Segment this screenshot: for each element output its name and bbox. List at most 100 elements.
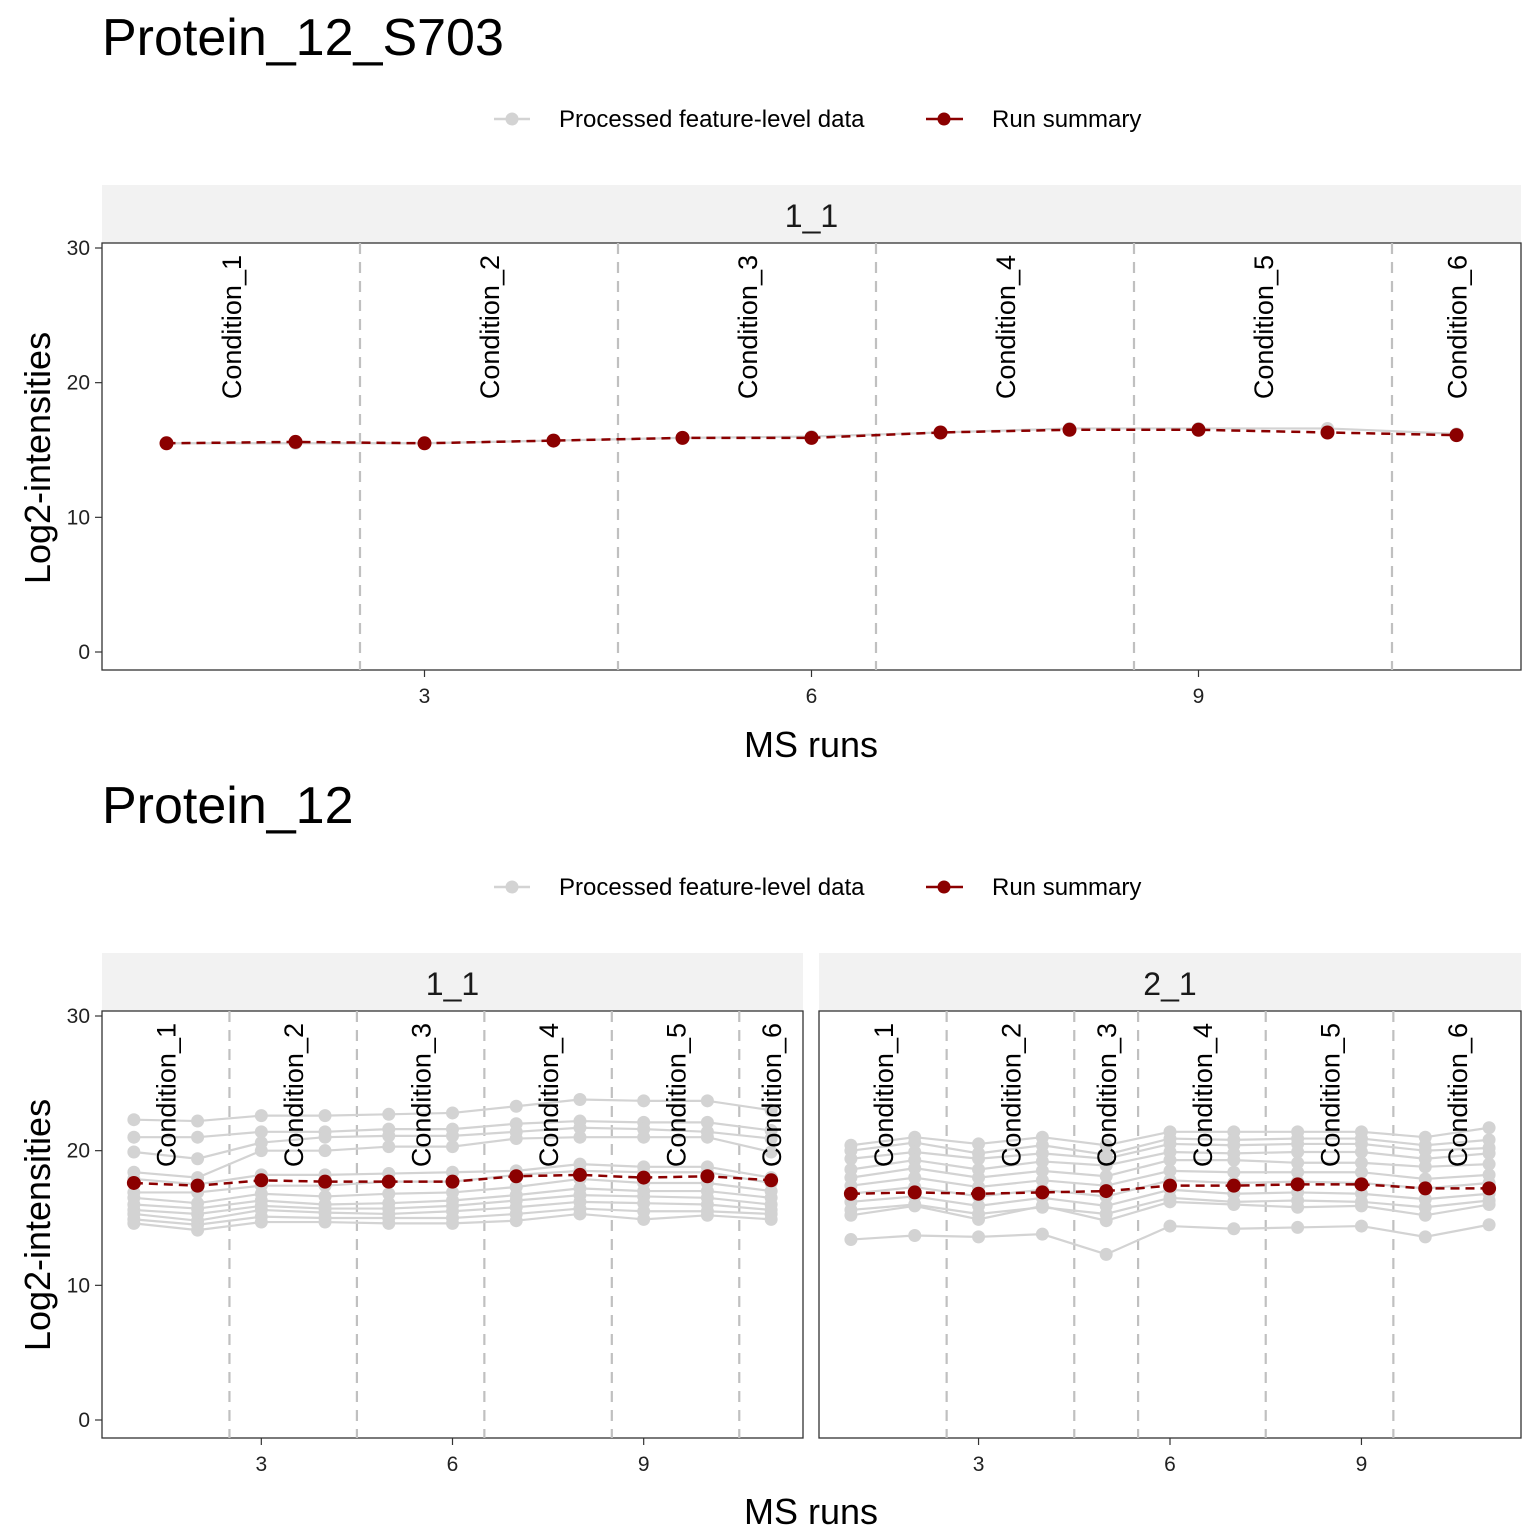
feature-point xyxy=(637,1094,651,1108)
feature-point xyxy=(1227,1222,1241,1236)
summary-point xyxy=(1163,1178,1177,1193)
feature-point xyxy=(700,1115,714,1129)
feature-point xyxy=(254,1144,268,1158)
feature-point xyxy=(700,1130,714,1144)
panel-1_1: 1_1 Condition_1 Condition_2 Condition_3 Cond… xyxy=(101,953,804,1476)
feature-point xyxy=(382,1107,396,1121)
legend-summary-label: Run summary xyxy=(992,874,1141,901)
feature-point xyxy=(127,1130,141,1144)
facet-strip-label: 1_1 xyxy=(426,966,479,1002)
feature-point xyxy=(844,1208,858,1222)
feature-point xyxy=(446,1129,459,1143)
feature-point xyxy=(191,1152,205,1166)
summary-point xyxy=(843,1186,858,1201)
feature-point xyxy=(1099,1247,1113,1261)
summary-point xyxy=(1035,1185,1050,1200)
feature-point xyxy=(1035,1164,1049,1178)
feature-point xyxy=(254,1125,268,1139)
feature-point xyxy=(1227,1153,1241,1167)
summary-point xyxy=(126,1175,141,1190)
feature-point xyxy=(573,1207,587,1221)
feature-point xyxy=(191,1130,205,1144)
condition-label: Condition_6 xyxy=(1443,255,1473,399)
feature-point xyxy=(382,1216,396,1230)
condition-label: Condition_3 xyxy=(733,255,763,399)
feature-point xyxy=(1482,1121,1496,1135)
plot-panel xyxy=(101,242,1522,671)
x-tick-label: 9 xyxy=(1193,685,1205,708)
panel-2_1: 2_1 Condition_1 Condition_2 Condition_3 Cond… xyxy=(818,953,1522,1476)
feature-point xyxy=(573,1121,587,1135)
feature-point xyxy=(382,1140,396,1154)
facet-strip xyxy=(102,953,803,1011)
y-tick-label: 30 xyxy=(67,237,90,260)
feature-point xyxy=(1354,1219,1368,1233)
facet-strip-label: 2_1 xyxy=(1143,966,1196,1002)
condition-label: Condition_2 xyxy=(475,255,505,399)
feature-point xyxy=(446,1140,459,1154)
feature-point xyxy=(127,1145,141,1159)
feature-point xyxy=(382,1129,396,1143)
condition-label: Condition_2 xyxy=(279,1023,309,1167)
legend-feature-marker xyxy=(505,112,519,126)
feature-point xyxy=(764,1145,778,1159)
legend-feature-label: Processed feature-level data xyxy=(559,106,865,133)
feature-point xyxy=(318,1109,332,1123)
feature-point xyxy=(700,1094,714,1108)
feature-point xyxy=(1099,1138,1113,1152)
y-axis-label: Log2-intensities xyxy=(17,1099,58,1351)
facet-strip xyxy=(102,185,1521,243)
summary-point xyxy=(764,1173,779,1188)
feature-point xyxy=(1291,1220,1305,1234)
feature-point xyxy=(1227,1198,1241,1212)
x-tick-label: 6 xyxy=(447,1453,459,1476)
feature-point xyxy=(908,1161,922,1175)
summary-point xyxy=(1191,422,1206,437)
condition-label: Condition_1 xyxy=(869,1023,899,1167)
condition-label: Condition_3 xyxy=(1092,1023,1122,1167)
feature-point xyxy=(1418,1160,1432,1174)
x-tick-label: 9 xyxy=(638,1453,650,1476)
panel-1_1: 1_1 Condition_1 Condition_2 Condition_3 Cond… xyxy=(101,185,1522,708)
summary-point xyxy=(971,1186,986,1201)
feature-point xyxy=(844,1233,858,1247)
feature-point xyxy=(972,1152,986,1166)
feature-point xyxy=(191,1114,205,1128)
y-tick-label: 30 xyxy=(67,1005,90,1028)
y-tick-label: 0 xyxy=(78,641,90,664)
feature-point xyxy=(1099,1158,1113,1172)
condition-label: Condition_5 xyxy=(662,1023,692,1167)
summary-point xyxy=(933,425,948,440)
feature-point xyxy=(908,1199,922,1213)
feature-point xyxy=(1163,1153,1177,1167)
facet-strip xyxy=(819,953,1521,1011)
feature-point xyxy=(972,1212,986,1226)
summary-point xyxy=(1099,1184,1114,1199)
chart-block-2: Protein_12 Processed feature-level data Ru… xyxy=(17,777,1522,1532)
legend-summary-label: Run summary xyxy=(992,106,1141,133)
legend: Processed feature-level data Run summary xyxy=(494,874,1141,901)
y-tick-label: 10 xyxy=(67,1274,90,1297)
x-tick-label: 6 xyxy=(806,685,818,708)
feature-point xyxy=(1354,1199,1368,1213)
feature-point xyxy=(1482,1218,1496,1232)
feature-point xyxy=(908,1229,922,1243)
feature-point xyxy=(382,1187,396,1201)
summary-point xyxy=(1482,1181,1497,1196)
y-tick-label: 20 xyxy=(67,1140,90,1163)
feature-point xyxy=(509,1132,523,1146)
y-tick-label: 20 xyxy=(67,372,90,395)
chart-block-1: Protein_12_S703 Processed feature-level d… xyxy=(17,9,1522,765)
legend: Processed feature-level data Run summary xyxy=(494,106,1141,133)
legend-summary-marker xyxy=(937,880,951,894)
summary-point xyxy=(907,1185,922,1200)
feature-point xyxy=(972,1171,986,1185)
feature-point xyxy=(1291,1165,1305,1179)
feature-point xyxy=(1354,1156,1368,1170)
feature-point xyxy=(446,1106,459,1120)
condition-label: Condition_6 xyxy=(757,1023,787,1167)
feature-point xyxy=(1482,1198,1496,1212)
chart-title: Protein_12 xyxy=(102,777,354,835)
summary-point xyxy=(190,1178,205,1193)
